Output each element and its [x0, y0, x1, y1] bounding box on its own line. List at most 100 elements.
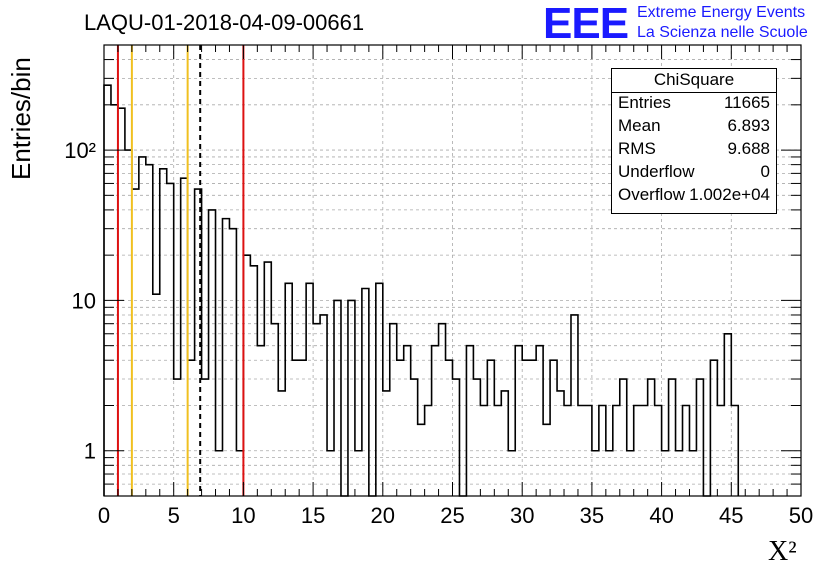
histogram-bin [501, 391, 508, 496]
histogram-bin [453, 379, 460, 496]
x-tick-label: 30 [510, 503, 534, 528]
axis-ticks [103, 44, 802, 497]
histogram-bin [585, 405, 592, 496]
logo-line-2: La Scienza nelle Scuole [637, 24, 808, 41]
histogram-bin [153, 294, 160, 496]
histogram-outline [103, 84, 740, 497]
histogram-bin [146, 165, 153, 496]
histogram-bin [390, 324, 397, 496]
y-tick-label: 10 [72, 288, 96, 313]
histogram-bin [278, 391, 285, 496]
histogram-bin [620, 379, 627, 496]
histogram-bin [418, 424, 425, 496]
histogram-bin [662, 451, 669, 496]
histogram-bin [717, 405, 724, 496]
histogram-bin [522, 360, 529, 496]
stats-value: 0 [760, 162, 770, 181]
stats-title: ChiSquare [653, 70, 735, 89]
histogram-bin [592, 451, 599, 496]
histogram-bin [724, 334, 731, 496]
histogram-bin [466, 346, 473, 496]
histogram-bin [676, 451, 683, 496]
stats-key: Mean [618, 116, 661, 135]
histogram-bin [174, 379, 181, 496]
histogram-bin [627, 451, 634, 496]
histogram-bin [181, 178, 188, 496]
y-tick-label: 1 [84, 439, 96, 464]
tick-labels: 0 5 10 15 20 25 30 35 40 45 50 1 10 10² [64, 138, 813, 528]
histogram-bin [404, 346, 411, 496]
x-tick-label: 10 [231, 503, 255, 528]
histogram-bin [634, 405, 641, 496]
histogram-bin [243, 255, 250, 496]
histogram-bin [397, 360, 404, 496]
stats-key: Entries [618, 93, 671, 112]
histogram-bin [348, 300, 355, 496]
histogram-bin [118, 108, 125, 496]
chart-title: LAQU-01-2018-04-09-00661 [84, 10, 365, 35]
histogram-bin [648, 379, 655, 496]
histogram-bin [355, 451, 362, 496]
histogram-bin [425, 405, 432, 496]
histogram-bin [383, 391, 390, 496]
x-tick-label: 25 [440, 503, 464, 528]
histogram-bin [696, 379, 703, 496]
histogram-bin [550, 360, 557, 496]
histogram-bin [669, 379, 676, 496]
histogram-bin [446, 360, 453, 496]
logo-line-1: Extreme Energy Events [637, 4, 806, 21]
stats-key: Overflow [618, 185, 686, 204]
histogram-bin [606, 451, 613, 496]
histogram-bin [285, 283, 292, 496]
histogram-bin [689, 451, 696, 496]
histogram-bin [250, 266, 257, 496]
x-tick-label: 40 [649, 503, 673, 528]
marker-lines [116, 45, 245, 496]
histogram-bin [543, 424, 550, 496]
stats-row-underflow: Underflow 0 [618, 162, 770, 184]
x-tick-label: 20 [371, 503, 395, 528]
histogram-bin [139, 157, 146, 496]
x-tick-label: 45 [719, 503, 743, 528]
histogram-bin [411, 379, 418, 496]
histogram-bin [320, 315, 327, 496]
histogram-bin [209, 210, 216, 496]
histogram-bin [188, 360, 195, 496]
histogram-bin [494, 405, 501, 496]
histogram-bin [578, 405, 585, 496]
histogram-bin [432, 346, 439, 496]
x-tick-label: 15 [301, 503, 325, 528]
histogram-bin [641, 405, 648, 496]
histogram-bin [710, 360, 717, 496]
histogram-bin [683, 405, 690, 496]
x-tick-label: 35 [580, 503, 604, 528]
histogram-bin [299, 360, 306, 496]
histogram-bin [264, 262, 271, 496]
histogram-bin [229, 229, 236, 496]
histogram-bin [257, 346, 264, 496]
histogram-bin [439, 324, 446, 496]
histogram-bin [292, 360, 299, 496]
stats-divider [612, 92, 776, 93]
y-tick-label: 10² [64, 138, 96, 163]
x-tick-label: 50 [789, 503, 813, 528]
logo-mark: EEE [543, 0, 629, 48]
histogram-bin [327, 451, 334, 496]
histogram-bin [557, 391, 564, 496]
histogram-bin [655, 405, 662, 496]
histogram-bin [202, 379, 209, 496]
y-axis-label: Entries/bin [6, 57, 36, 180]
stats-key: RMS [618, 139, 656, 158]
histogram-bin [132, 189, 139, 496]
histogram-bin [306, 283, 313, 496]
stats-row-rms: RMS 9.688 [618, 139, 770, 161]
x-axis-label: X² [768, 536, 797, 567]
histogram-bin [334, 300, 341, 496]
histogram-bin [222, 219, 229, 496]
stats-value: 1.002e+04 [689, 185, 770, 204]
stats-box: ChiSquare Entries 11665 Mean 6.893 RMS 9… [611, 68, 777, 214]
histogram-bin [480, 405, 487, 496]
histogram-bin [487, 360, 494, 496]
